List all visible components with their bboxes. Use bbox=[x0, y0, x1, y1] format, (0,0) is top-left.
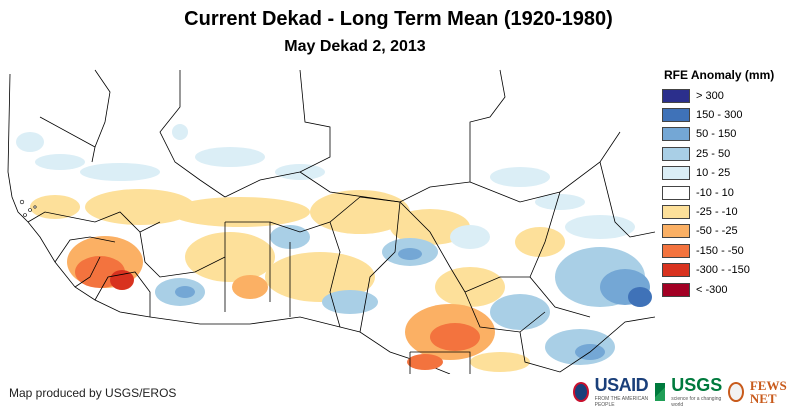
sahara-light-patches bbox=[16, 124, 635, 239]
legend-label: -300 - -150 bbox=[696, 264, 750, 277]
legend-swatch bbox=[662, 282, 690, 297]
legend-label: -50 - -25 bbox=[696, 225, 738, 238]
sahel-dry-band bbox=[30, 189, 565, 307]
legend-item: 150 - 300 bbox=[662, 105, 792, 124]
legend-swatch bbox=[662, 243, 690, 258]
usgs-wordmark: USGS bbox=[671, 375, 723, 395]
usaid-logo: USAID FROM THE AMERICAN PEOPLE bbox=[595, 376, 649, 408]
usgs-mark-icon bbox=[655, 383, 666, 401]
legend-label: -10 - 10 bbox=[696, 186, 734, 199]
partner-logos: USAID FROM THE AMERICAN PEOPLE USGS scie… bbox=[573, 376, 797, 408]
legend-item: -25 - -10 bbox=[662, 202, 792, 221]
legend-label: 25 - 50 bbox=[696, 147, 731, 160]
legend-swatch bbox=[662, 185, 690, 200]
usaid-wordmark: USAID bbox=[594, 375, 649, 395]
map-title: Current Dekad - Long Term Mean (1920-198… bbox=[184, 8, 613, 30]
legend-item: 10 - 25 bbox=[662, 164, 792, 183]
legend-swatch bbox=[662, 166, 690, 181]
legend-label: -150 - -50 bbox=[696, 244, 744, 257]
usgs-tagline: science for a changing world bbox=[671, 396, 722, 408]
legend-swatch bbox=[662, 263, 690, 278]
legend-swatch bbox=[662, 146, 690, 161]
anomaly-map bbox=[7, 69, 655, 374]
legend-label: > 300 bbox=[696, 89, 724, 102]
legend-swatch bbox=[662, 205, 690, 220]
country-borders bbox=[27, 69, 655, 374]
fews-net-wordmark: FEWS NET bbox=[749, 378, 787, 406]
legend: RFE Anomaly (mm) > 300 150 - 300 50 - 15… bbox=[662, 68, 792, 299]
usgs-logo: USGS science for a changing world bbox=[671, 376, 722, 408]
legend-swatch bbox=[662, 108, 690, 123]
legend-item: -150 - -50 bbox=[662, 241, 792, 260]
legend-title: RFE Anomaly (mm) bbox=[664, 68, 775, 82]
legend-item: -50 - -25 bbox=[662, 222, 792, 241]
legend-label: 10 - 25 bbox=[696, 167, 731, 180]
cape-verde-islands bbox=[19, 199, 37, 217]
map-credit: Map produced by USGS/EROS bbox=[9, 386, 177, 400]
legend-label: -25 - -10 bbox=[696, 206, 738, 219]
map-subtitle: May Dekad 2, 2013 bbox=[284, 38, 426, 55]
legend-item: > 300 bbox=[662, 86, 792, 105]
usaid-tagline: FROM THE AMERICAN PEOPLE bbox=[594, 396, 649, 408]
legend-label: < -300 bbox=[696, 283, 728, 296]
legend-swatch bbox=[662, 127, 690, 142]
dry-anomaly-patches bbox=[67, 236, 530, 372]
usaid-seal-icon bbox=[573, 382, 589, 402]
legend-item: -10 - 10 bbox=[662, 183, 792, 202]
legend-item: < -300 bbox=[662, 280, 792, 299]
legend-swatch bbox=[662, 88, 690, 103]
legend-label: 150 - 300 bbox=[696, 109, 743, 122]
legend-swatch bbox=[662, 224, 690, 239]
legend-label: 50 - 150 bbox=[696, 128, 737, 141]
wet-anomaly-patches bbox=[155, 225, 652, 365]
legend-item: 50 - 150 bbox=[662, 125, 792, 144]
fews-net-seal-icon bbox=[728, 382, 744, 402]
legend-item: 25 - 50 bbox=[662, 144, 792, 163]
legend-item: -300 - -150 bbox=[662, 261, 792, 280]
